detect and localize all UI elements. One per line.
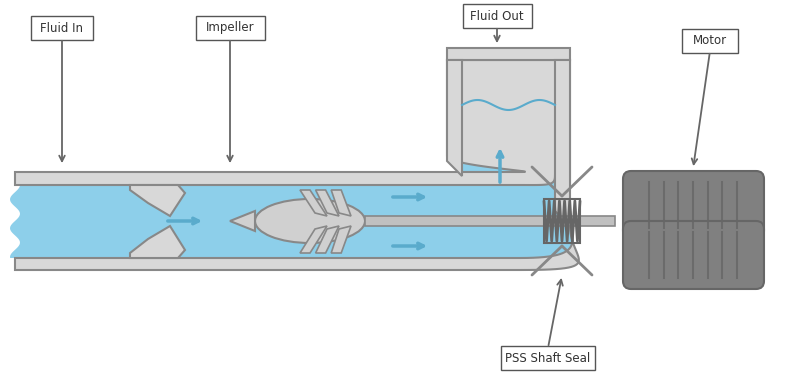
FancyBboxPatch shape xyxy=(501,346,595,370)
FancyBboxPatch shape xyxy=(682,29,738,53)
Text: Fluid In: Fluid In xyxy=(41,22,83,34)
Text: Impeller: Impeller xyxy=(206,22,254,34)
Polygon shape xyxy=(130,226,185,258)
FancyBboxPatch shape xyxy=(31,16,93,40)
Polygon shape xyxy=(300,190,327,216)
Polygon shape xyxy=(331,226,351,253)
Polygon shape xyxy=(10,185,520,258)
Ellipse shape xyxy=(255,199,365,243)
Polygon shape xyxy=(447,48,570,60)
FancyBboxPatch shape xyxy=(195,16,265,40)
Polygon shape xyxy=(15,60,570,186)
Text: PSS Shaft Seal: PSS Shaft Seal xyxy=(506,352,590,364)
Polygon shape xyxy=(315,226,339,253)
Polygon shape xyxy=(315,190,339,216)
Polygon shape xyxy=(130,185,185,216)
Text: Fluid Out: Fluid Out xyxy=(470,10,524,22)
Text: Motor: Motor xyxy=(693,34,727,47)
FancyBboxPatch shape xyxy=(623,171,764,239)
FancyBboxPatch shape xyxy=(623,221,764,289)
Polygon shape xyxy=(462,100,573,258)
Polygon shape xyxy=(15,211,579,270)
FancyBboxPatch shape xyxy=(462,4,531,28)
Polygon shape xyxy=(447,60,462,176)
Polygon shape xyxy=(555,60,570,226)
Polygon shape xyxy=(365,216,615,226)
Polygon shape xyxy=(331,190,351,216)
Polygon shape xyxy=(230,211,255,231)
Polygon shape xyxy=(300,226,327,253)
